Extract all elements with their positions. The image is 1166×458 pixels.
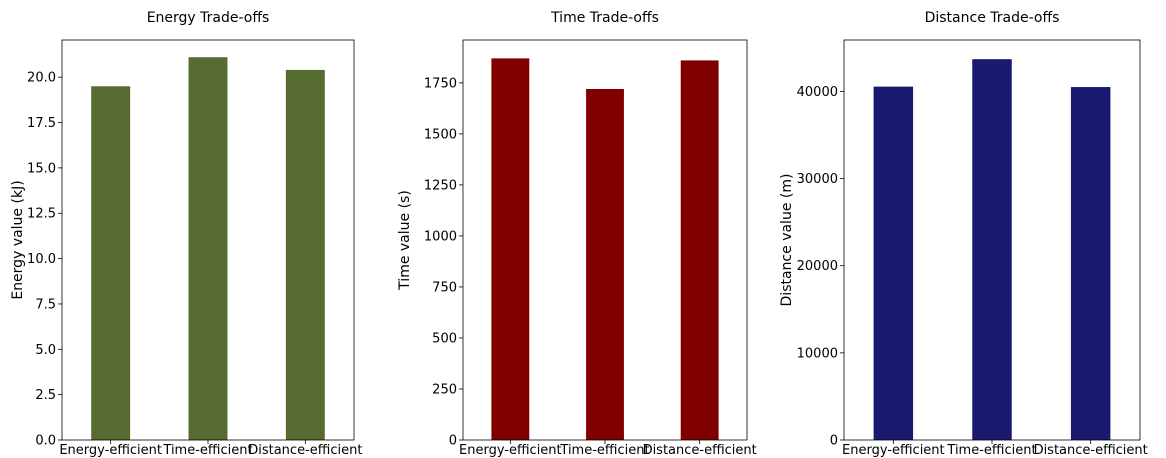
y-tick-label: 10.0	[27, 252, 56, 267]
bar-distance-efficient	[285, 69, 325, 440]
y-tick-label: 10000	[797, 346, 838, 361]
y-axis-label: Distance value (m)	[779, 174, 795, 307]
x-tick-label: Energy-efficient	[459, 443, 562, 458]
chart-title: Energy Trade-offs	[147, 10, 270, 26]
y-tick-label: 1500	[424, 127, 457, 142]
x-tick-label: Time-efficient	[162, 443, 252, 458]
y-tick-label: 15.0	[27, 161, 56, 176]
y-tick-label: 1250	[424, 178, 457, 193]
y-tick-label: 0	[830, 434, 838, 449]
y-axis-label: Energy value (kJ)	[10, 180, 26, 299]
bar-energy-efficient	[491, 58, 530, 441]
bar-energy-efficient	[873, 86, 914, 440]
x-tick-label: Energy-efficient	[59, 443, 162, 458]
x-tick-label: Distance-efficient	[248, 443, 362, 458]
plot-frame	[843, 39, 1141, 441]
y-axis-label: Time value (s)	[397, 190, 413, 291]
x-tick-label: Energy-efficient	[842, 443, 945, 458]
chart-title: Time Trade-offs	[550, 10, 659, 26]
y-tick-label: 1750	[424, 76, 457, 91]
y-tick-label: 17.5	[27, 116, 56, 131]
chart-panel-3: Distance Trade-offs Distance value (m) 0 10…	[779, 10, 1148, 458]
y-tick-label: 500	[432, 331, 457, 346]
y-tick-label: 7.5	[35, 297, 56, 312]
x-tick-label: Distance-efficient	[1034, 443, 1148, 458]
y-tick-label: 30000	[797, 172, 838, 187]
plot-frame	[61, 39, 355, 441]
chart-panel-1: Energy Trade-offs Energy value (kJ) 0.0 2.5…	[10, 10, 362, 458]
bar-time-efficient	[586, 88, 624, 441]
x-tick-label: Time-efficient	[559, 443, 649, 458]
bar-distance-efficient	[680, 60, 719, 440]
y-tick-label: 40000	[797, 85, 838, 100]
bar-energy-efficient	[91, 86, 131, 440]
x-tick-label: Distance-efficient	[643, 443, 757, 458]
y-tick-label: 20.0	[27, 71, 56, 86]
chart-panel-2: Time Trade-offs Time value (s) 0 250 500 750 1…	[397, 10, 757, 458]
y-tick-label: 0	[449, 434, 457, 449]
y-tick-label: 20000	[797, 259, 838, 274]
y-tick-label: 750	[432, 280, 457, 295]
bar-time-efficient	[188, 57, 228, 441]
plot-frame	[462, 39, 748, 441]
chart-title: Distance Trade-offs	[925, 10, 1060, 26]
y-tick-label: 250	[432, 382, 457, 397]
y-tick-label: 2.5	[35, 388, 56, 403]
x-tick-label: Time-efficient	[946, 443, 1036, 458]
bar-distance-efficient	[1070, 87, 1111, 440]
y-tick-label: 5.0	[35, 343, 56, 358]
y-tick-label: 12.5	[27, 207, 56, 222]
y-tick-label: 1000	[424, 229, 457, 244]
y-tick-label: 0.0	[35, 434, 56, 449]
bar-time-efficient	[972, 59, 1012, 440]
